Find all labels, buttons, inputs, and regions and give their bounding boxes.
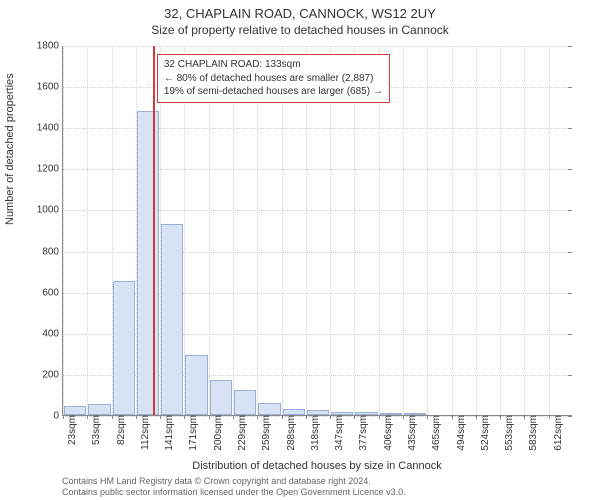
xtick-label: 435sqm bbox=[401, 415, 418, 451]
bar bbox=[307, 410, 329, 415]
ytick-mark bbox=[568, 375, 572, 376]
xtick-label: 583sqm bbox=[522, 415, 539, 451]
xtick-label: 112sqm bbox=[134, 415, 151, 450]
ytick-label: 800 bbox=[42, 246, 63, 257]
footer-line1: Contains HM Land Registry data © Crown c… bbox=[62, 476, 406, 487]
ytick-mark bbox=[568, 334, 572, 335]
xtick-label: 229sqm bbox=[231, 415, 248, 451]
xtick-label: 318sqm bbox=[304, 415, 321, 451]
xtick-label: 200sqm bbox=[207, 415, 224, 451]
gridline-v bbox=[500, 46, 501, 415]
xtick-label: 612sqm bbox=[547, 415, 564, 451]
xtick-label: 494sqm bbox=[450, 415, 467, 451]
gridline-v bbox=[427, 46, 428, 415]
y-axis-label: Number of detached properties bbox=[4, 73, 16, 225]
subtitle: Size of property relative to detached ho… bbox=[0, 21, 600, 37]
bar bbox=[331, 412, 353, 415]
ytick-label: 1400 bbox=[37, 123, 63, 134]
ytick-mark bbox=[568, 210, 572, 211]
gridline-v bbox=[476, 46, 477, 415]
gridline-v bbox=[403, 46, 404, 415]
xtick-label: 524sqm bbox=[474, 415, 491, 451]
xtick-label: 288sqm bbox=[280, 415, 297, 451]
reference-line bbox=[153, 46, 155, 415]
bar bbox=[113, 281, 135, 415]
xtick-label: 171sqm bbox=[182, 415, 199, 451]
bar bbox=[380, 413, 402, 415]
ytick-mark bbox=[568, 46, 572, 47]
ytick-mark bbox=[568, 87, 572, 88]
bar bbox=[283, 409, 305, 415]
x-axis-label: Distribution of detached houses by size … bbox=[62, 460, 572, 472]
bar bbox=[64, 406, 86, 415]
ytick-label: 1600 bbox=[37, 82, 63, 93]
bar bbox=[185, 355, 207, 415]
gridline-v bbox=[524, 46, 525, 415]
annotation-box: 32 CHAPLAIN ROAD: 133sqm← 80% of detache… bbox=[157, 54, 390, 103]
bar bbox=[210, 380, 232, 415]
ytick-label: 600 bbox=[42, 287, 63, 298]
ytick-mark bbox=[568, 169, 572, 170]
xtick-label: 259sqm bbox=[255, 415, 272, 451]
gridline-h bbox=[63, 46, 572, 47]
bar bbox=[404, 413, 426, 415]
annotation-line: 19% of semi-detached houses are larger (… bbox=[164, 85, 383, 99]
xtick-label: 465sqm bbox=[425, 415, 442, 451]
plot-area: 02004006008001000120014001600180023sqm53… bbox=[62, 46, 572, 416]
chart-container: 32, CHAPLAIN ROAD, CANNOCK, WS12 2UY Siz… bbox=[0, 0, 600, 500]
xtick-label: 53sqm bbox=[85, 415, 102, 445]
bar bbox=[137, 111, 159, 415]
plot: 02004006008001000120014001600180023sqm53… bbox=[62, 46, 572, 416]
ytick-mark bbox=[568, 416, 572, 417]
address-title: 32, CHAPLAIN ROAD, CANNOCK, WS12 2UY bbox=[0, 0, 600, 21]
xtick-label: 406sqm bbox=[377, 415, 394, 451]
gridline-v bbox=[549, 46, 550, 415]
ytick-mark bbox=[568, 293, 572, 294]
ytick-mark bbox=[568, 128, 572, 129]
xtick-label: 23sqm bbox=[61, 415, 78, 445]
bar bbox=[161, 224, 183, 415]
xtick-label: 347sqm bbox=[328, 415, 345, 451]
bar bbox=[355, 412, 377, 415]
xtick-label: 377sqm bbox=[352, 415, 369, 451]
bar bbox=[258, 403, 280, 415]
xtick-label: 553sqm bbox=[498, 415, 515, 451]
footer-line2: Contains public sector information licen… bbox=[62, 487, 406, 498]
gridline-v bbox=[87, 46, 88, 415]
xtick-label: 141sqm bbox=[158, 415, 175, 451]
ytick-mark bbox=[568, 252, 572, 253]
bar bbox=[88, 404, 110, 415]
gridline-v bbox=[63, 46, 64, 415]
footer: Contains HM Land Registry data © Crown c… bbox=[62, 476, 406, 498]
ytick-label: 400 bbox=[42, 328, 63, 339]
ytick-label: 1800 bbox=[37, 41, 63, 52]
annotation-line: 32 CHAPLAIN ROAD: 133sqm bbox=[164, 58, 383, 72]
gridline-v bbox=[452, 46, 453, 415]
ytick-label: 1200 bbox=[37, 164, 63, 175]
xtick-label: 82sqm bbox=[110, 415, 127, 445]
ytick-label: 1000 bbox=[37, 205, 63, 216]
annotation-line: ← 80% of detached houses are smaller (2,… bbox=[164, 72, 383, 86]
ytick-label: 200 bbox=[42, 369, 63, 380]
bar bbox=[234, 390, 256, 415]
